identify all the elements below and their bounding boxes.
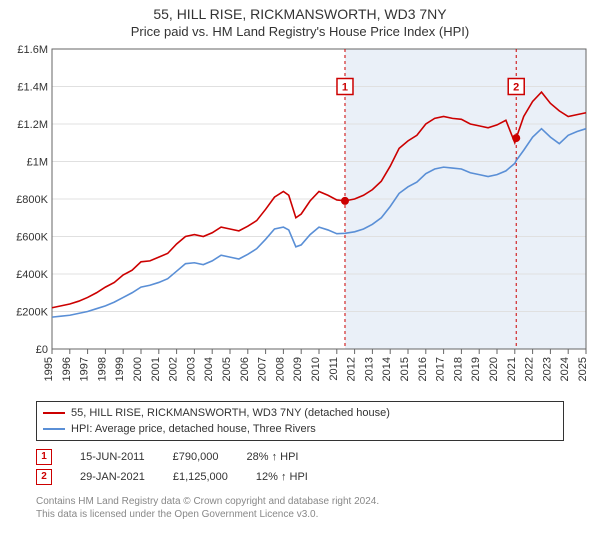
svg-text:2019: 2019 xyxy=(470,357,482,381)
svg-text:2025: 2025 xyxy=(577,357,589,381)
svg-text:2020: 2020 xyxy=(488,357,500,381)
svg-text:£1.2M: £1.2M xyxy=(17,119,48,131)
svg-text:2023: 2023 xyxy=(541,357,553,381)
svg-text:£200K: £200K xyxy=(16,307,48,319)
chart-title: 55, HILL RISE, RICKMANSWORTH, WD3 7NY xyxy=(8,6,592,22)
svg-text:1997: 1997 xyxy=(79,357,91,381)
svg-text:2018: 2018 xyxy=(452,357,464,381)
chart-subtitle: Price paid vs. HM Land Registry's House … xyxy=(8,24,592,39)
svg-text:2013: 2013 xyxy=(363,357,375,381)
svg-text:2021: 2021 xyxy=(506,357,518,381)
svg-text:2000: 2000 xyxy=(132,357,144,381)
svg-text:2002: 2002 xyxy=(168,357,180,381)
svg-text:1996: 1996 xyxy=(61,357,73,381)
svg-text:1: 1 xyxy=(342,82,348,94)
legend-box: 55, HILL RISE, RICKMANSWORTH, WD3 7NY (d… xyxy=(36,401,564,441)
svg-text:2003: 2003 xyxy=(185,357,197,381)
svg-text:£1M: £1M xyxy=(27,157,48,169)
legend-item-1: 55, HILL RISE, RICKMANSWORTH, WD3 7NY (d… xyxy=(43,405,557,421)
svg-text:2005: 2005 xyxy=(221,357,233,381)
svg-text:£400K: £400K xyxy=(16,269,48,281)
svg-text:2001: 2001 xyxy=(150,357,162,381)
svg-text:2009: 2009 xyxy=(292,357,304,381)
events-table: 1 15-JUN-2011 £790,000 28% ↑ HPI 2 29-JA… xyxy=(36,447,564,487)
svg-text:£1.6M: £1.6M xyxy=(17,44,48,56)
chart-area: £0 £200K £400K £600K £800K £1M £1.2M £1.4M £1.6M… xyxy=(8,43,592,395)
event-row-1: 1 15-JUN-2011 £790,000 28% ↑ HPI xyxy=(36,447,564,467)
svg-text:2010: 2010 xyxy=(310,357,322,381)
svg-text:2006: 2006 xyxy=(239,357,251,381)
svg-text:£1.4M: £1.4M xyxy=(17,82,48,94)
svg-text:2016: 2016 xyxy=(417,357,429,381)
licence-text: Contains HM Land Registry data © Crown c… xyxy=(36,495,564,521)
svg-text:£0: £0 xyxy=(36,344,48,356)
svg-text:2004: 2004 xyxy=(203,357,215,381)
svg-text:2017: 2017 xyxy=(435,357,447,381)
svg-text:£600K: £600K xyxy=(16,232,48,244)
svg-text:2015: 2015 xyxy=(399,357,411,381)
svg-text:2: 2 xyxy=(513,82,519,94)
svg-text:2008: 2008 xyxy=(274,357,286,381)
svg-text:2012: 2012 xyxy=(346,357,358,381)
svg-text:2007: 2007 xyxy=(257,357,269,381)
svg-text:2014: 2014 xyxy=(381,357,393,381)
svg-text:1999: 1999 xyxy=(114,357,126,381)
legend-item-2: HPI: Average price, detached house, Thre… xyxy=(43,421,557,437)
svg-text:1998: 1998 xyxy=(96,357,108,381)
event-row-2: 2 29-JAN-2021 £1,125,000 12% ↑ HPI xyxy=(36,467,564,487)
svg-text:1995: 1995 xyxy=(43,357,55,381)
svg-text:2011: 2011 xyxy=(328,357,340,381)
svg-text:£800K: £800K xyxy=(16,194,48,206)
svg-text:2022: 2022 xyxy=(524,357,536,381)
svg-text:2024: 2024 xyxy=(559,357,571,381)
